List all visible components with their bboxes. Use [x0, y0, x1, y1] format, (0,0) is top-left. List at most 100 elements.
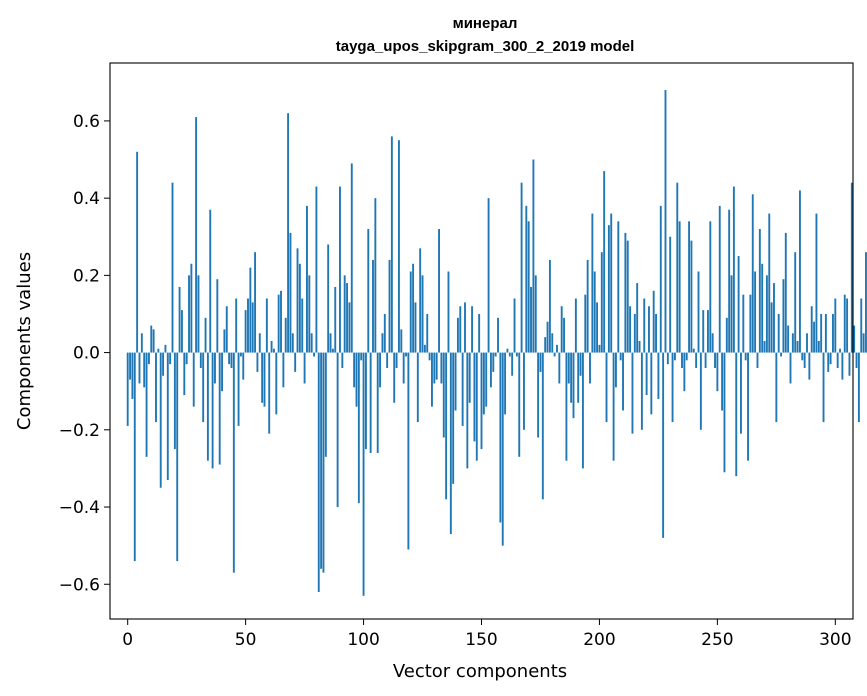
bar — [162, 352, 165, 376]
bar — [508, 352, 511, 357]
bar — [537, 352, 540, 438]
bar — [185, 352, 188, 365]
bar — [409, 271, 412, 353]
bar — [308, 275, 311, 353]
bar — [810, 306, 813, 353]
bar — [176, 352, 179, 562]
bar — [640, 352, 643, 430]
bar — [334, 286, 337, 353]
bar — [431, 352, 433, 407]
bar — [791, 333, 794, 353]
bar — [317, 352, 320, 592]
bar — [221, 352, 223, 392]
bar — [832, 313, 834, 353]
bar — [605, 352, 608, 423]
bar — [306, 205, 308, 353]
bar — [586, 259, 589, 353]
bar — [232, 352, 235, 573]
bar — [461, 352, 464, 426]
bar — [754, 271, 757, 353]
bar — [147, 352, 150, 365]
bar — [270, 341, 273, 353]
bar — [159, 352, 162, 488]
bar — [235, 298, 238, 353]
bar — [482, 352, 485, 415]
bar — [671, 352, 674, 423]
bar — [133, 352, 136, 562]
bar — [291, 333, 294, 353]
bar — [228, 352, 231, 365]
bar — [695, 352, 698, 369]
bar — [169, 352, 172, 365]
x-axis-label: Vector components — [393, 661, 567, 682]
bar — [534, 275, 537, 353]
bar — [742, 294, 745, 353]
bar — [718, 205, 721, 353]
bar — [449, 352, 452, 535]
bar — [343, 275, 346, 353]
bar — [683, 352, 686, 392]
bar — [768, 213, 771, 353]
bar — [336, 352, 339, 508]
bar — [789, 352, 792, 384]
bar — [256, 352, 259, 372]
bar — [633, 313, 636, 353]
bar — [857, 352, 860, 423]
bar — [520, 182, 523, 353]
bar — [664, 90, 667, 353]
bar — [523, 352, 525, 430]
bar — [581, 352, 584, 469]
bar — [400, 329, 403, 353]
bar — [459, 306, 462, 353]
bar — [659, 205, 662, 353]
bar — [489, 352, 492, 388]
bar — [829, 352, 832, 365]
y-tick-label: −0.2 — [59, 421, 100, 441]
bar — [438, 229, 440, 353]
bar — [822, 352, 825, 423]
bar — [494, 352, 497, 357]
bar — [263, 352, 266, 407]
bar — [855, 352, 858, 369]
bar — [655, 313, 657, 353]
bar — [697, 271, 700, 353]
bar — [758, 229, 761, 353]
bar — [181, 310, 183, 353]
bar — [362, 352, 365, 596]
bar — [237, 352, 240, 426]
bar — [515, 352, 518, 357]
bar — [808, 352, 811, 380]
bar — [834, 298, 837, 353]
bar — [254, 252, 257, 353]
chart-subtitle: tayga_upos_skipgram_300_2_2019 model — [336, 38, 635, 55]
bar — [737, 256, 740, 353]
bar — [749, 294, 752, 353]
bar — [454, 352, 457, 411]
bar — [388, 259, 391, 353]
bar — [199, 352, 202, 369]
bar — [673, 352, 676, 361]
bar — [296, 248, 299, 353]
bar — [841, 352, 844, 380]
bar — [223, 329, 226, 353]
bar — [777, 313, 780, 353]
bar — [251, 302, 254, 353]
bar — [648, 306, 650, 353]
bar — [249, 267, 252, 353]
bar — [440, 352, 443, 384]
bar — [681, 352, 683, 369]
bar — [471, 306, 474, 353]
bar — [475, 352, 478, 461]
bar — [544, 337, 547, 353]
bar — [138, 352, 141, 384]
bar — [607, 225, 610, 353]
bar — [751, 194, 754, 353]
bar — [815, 213, 818, 353]
bar — [350, 163, 353, 353]
bar — [765, 275, 768, 353]
bar — [157, 348, 160, 353]
bar — [412, 263, 415, 353]
bar — [728, 209, 731, 353]
bar — [798, 190, 801, 353]
